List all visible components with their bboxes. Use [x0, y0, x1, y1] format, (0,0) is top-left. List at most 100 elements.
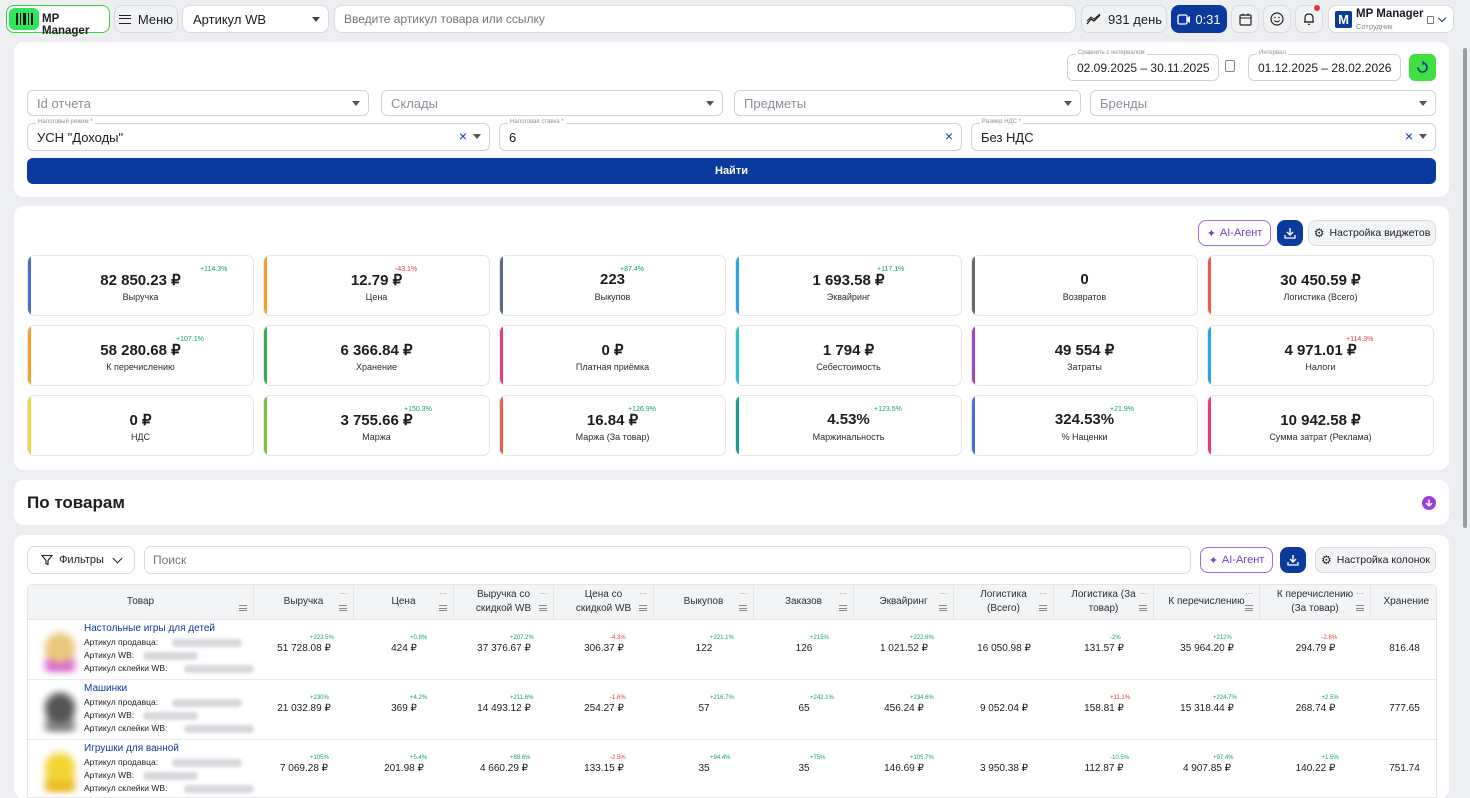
- column-more-icon[interactable]: ···: [1356, 589, 1364, 598]
- column-header[interactable]: Логистика (За товар) ···: [1054, 585, 1154, 619]
- product-name-link[interactable]: Машинки: [84, 683, 128, 694]
- find-button[interactable]: Найти: [27, 158, 1436, 184]
- account-role: Сотрудник: [1356, 22, 1393, 31]
- column-header[interactable]: Выручка ···: [254, 585, 354, 619]
- product-thumbnail[interactable]: [40, 748, 80, 792]
- metric-card[interactable]: 12.79 ₽ Цена -43.1%: [263, 255, 490, 316]
- metric-card[interactable]: 1 794 ₽ Себестоимость: [735, 325, 962, 386]
- metric-card[interactable]: 223 Выкупов +87.4%: [499, 255, 726, 316]
- notifications-button[interactable]: [1295, 5, 1323, 33]
- metric-card[interactable]: 6 366.84 ₽ Хранение: [263, 325, 490, 386]
- product-name-link[interactable]: Настольные игры для детей: [84, 623, 215, 634]
- product-thumbnail[interactable]: [40, 628, 80, 672]
- table-row[interactable]: Игрушки для ванной Артикул продавца: Артик…: [28, 740, 1436, 797]
- column-menu-icon[interactable]: [939, 605, 947, 611]
- filters-button[interactable]: Фильтры: [27, 546, 135, 574]
- column-more-icon[interactable]: ···: [439, 589, 447, 598]
- column-header[interactable]: Цена со скидкой WB ···: [554, 585, 654, 619]
- metric-card[interactable]: 4 971.01 ₽ Налоги +114.3%: [1207, 325, 1434, 386]
- collapse-icon[interactable]: [1422, 496, 1436, 510]
- refresh-button[interactable]: [1409, 54, 1436, 81]
- column-header[interactable]: К перечислению ···: [1154, 585, 1260, 619]
- column-header[interactable]: Выручка со скидкой WB ···: [454, 585, 554, 619]
- metric-card[interactable]: 1 693.58 ₽ Эквайринг +117.1%: [735, 255, 962, 316]
- column-menu-icon[interactable]: [1356, 605, 1364, 611]
- column-header[interactable]: Логистика (Всего) ···: [954, 585, 1054, 619]
- copy-interval-icon[interactable]: [1225, 60, 1235, 72]
- subjects-select[interactable]: Предметы: [734, 90, 1081, 116]
- days-button[interactable]: 931 день: [1081, 5, 1167, 33]
- vat-select[interactable]: Размер НДС * Без НДС ×: [971, 118, 1436, 151]
- column-menu-icon[interactable]: [339, 605, 347, 611]
- article-search-input[interactable]: [334, 5, 1076, 33]
- page-scrollbar[interactable]: [1463, 48, 1467, 528]
- compare-interval-field[interactable]: Сравнить с интервалом 02.09.2025 – 30.11…: [1067, 49, 1219, 81]
- table-row[interactable]: Машинки Артикул продавца: Артикул WB: Артик…: [28, 680, 1436, 740]
- gear-icon: ⚙: [1313, 226, 1325, 240]
- column-header[interactable]: Выкупов ···: [654, 585, 754, 619]
- column-menu-icon[interactable]: [539, 605, 547, 611]
- ai-agent-button[interactable]: ✦ AI-Агент: [1198, 220, 1271, 246]
- product-name-link[interactable]: Игрушки для ванной: [84, 743, 179, 754]
- metric-card[interactable]: 324.53% % Наценки +21.9%: [971, 395, 1198, 456]
- calendar-button[interactable]: [1231, 5, 1259, 33]
- metric-card[interactable]: 0 ₽ Платная приёмка: [499, 325, 726, 386]
- menu-button[interactable]: Меню: [114, 5, 178, 33]
- column-menu-icon[interactable]: [439, 605, 447, 611]
- download-widgets-button[interactable]: [1277, 220, 1303, 246]
- column-menu-icon[interactable]: [1139, 605, 1147, 611]
- column-menu-icon[interactable]: [639, 605, 647, 611]
- column-more-icon[interactable]: ···: [839, 589, 847, 598]
- column-more-icon[interactable]: ···: [739, 589, 747, 598]
- column-more-icon[interactable]: ···: [539, 589, 547, 598]
- emoji-button[interactable]: [1263, 5, 1291, 33]
- tax-rate-input[interactable]: Налоговая ставка * 6 ×: [499, 118, 962, 151]
- column-more-icon[interactable]: ···: [639, 589, 647, 598]
- interval-field[interactable]: Интервал 01.12.2025 – 28.02.2026: [1248, 49, 1401, 81]
- metric-card[interactable]: 16.84 ₽ Маржа (За товар) +126.9%: [499, 395, 726, 456]
- metric-card[interactable]: 82 850.23 ₽ Выручка +114.3%: [27, 255, 254, 316]
- table-row[interactable]: Настольные игры для детей Артикул продавц…: [28, 620, 1436, 680]
- logo-button[interactable]: MP Manager: [6, 5, 110, 37]
- columns-settings-button[interactable]: ⚙ Настройка колонок: [1315, 547, 1436, 573]
- clear-icon[interactable]: ×: [1404, 128, 1413, 144]
- tax-regime-select[interactable]: Налоговый режим * УСН "Доходы" ×: [27, 118, 490, 151]
- column-header[interactable]: Заказов ···: [754, 585, 854, 619]
- metric-card[interactable]: 58 280.68 ₽ К перечислению +107.1%: [27, 325, 254, 386]
- column-menu-icon[interactable]: [839, 605, 847, 611]
- column-header[interactable]: Эквайринг ···: [854, 585, 954, 619]
- table-ai-agent-button[interactable]: ✦ AI-Агент: [1200, 547, 1273, 573]
- column-menu-icon[interactable]: [739, 605, 747, 611]
- column-header[interactable]: К перечислению (За товар) ···: [1260, 585, 1371, 619]
- table-search-input[interactable]: [144, 546, 1191, 574]
- metric-card[interactable]: 10 942.58 ₽ Сумма затрат (Реклама): [1207, 395, 1434, 456]
- column-more-icon[interactable]: ···: [939, 589, 947, 598]
- metric-card[interactable]: 30 450.59 ₽ Логистика (Всего): [1207, 255, 1434, 316]
- account-menu[interactable]: M MP Manager Сотрудник: [1328, 5, 1454, 33]
- column-more-icon[interactable]: ···: [1039, 589, 1047, 598]
- warehouses-select[interactable]: Склады: [381, 90, 723, 116]
- article-type-select[interactable]: Артикул WB: [182, 5, 329, 33]
- download-table-button[interactable]: [1280, 547, 1306, 573]
- column-header[interactable]: Цена ···: [354, 585, 454, 619]
- report-id-select[interactable]: Id отчета: [27, 90, 369, 116]
- widgets-settings-button[interactable]: ⚙ Настройка виджетов: [1308, 220, 1436, 246]
- metric-card[interactable]: 0 ₽ НДС: [27, 395, 254, 456]
- video-button[interactable]: 0:31: [1171, 5, 1227, 33]
- product-thumbnail[interactable]: [40, 688, 80, 732]
- column-more-icon[interactable]: ···: [1245, 589, 1253, 598]
- column-more-icon[interactable]: ···: [339, 589, 347, 598]
- clear-icon[interactable]: ×: [944, 128, 953, 144]
- column-header[interactable]: Товар: [28, 585, 254, 619]
- column-menu-icon[interactable]: [1245, 605, 1253, 611]
- brands-select[interactable]: Бренды: [1090, 90, 1436, 116]
- metric-card[interactable]: 4.53% Маржинальность +123.5%: [735, 395, 962, 456]
- clear-icon[interactable]: ×: [458, 128, 467, 144]
- metric-card[interactable]: 49 554 ₽ Затраты: [971, 325, 1198, 386]
- column-header[interactable]: Хранение: [1371, 585, 1436, 619]
- column-more-icon[interactable]: ···: [1139, 589, 1147, 598]
- column-menu-icon[interactable]: [1039, 605, 1047, 611]
- metric-card[interactable]: 0 Возвратов: [971, 255, 1198, 316]
- metric-card[interactable]: 3 755.66 ₽ Маржа +150.3%: [263, 395, 490, 456]
- column-menu-icon[interactable]: [239, 605, 247, 611]
